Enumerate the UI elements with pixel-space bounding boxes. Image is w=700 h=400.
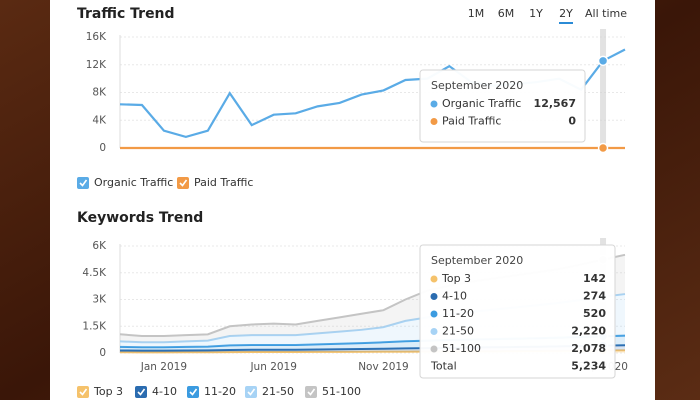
y-tick-label: 4.5K — [82, 267, 107, 279]
checkmark — [79, 179, 88, 187]
legend-checkbox[interactable] — [77, 177, 89, 189]
legend-label[interactable]: 51-100 — [322, 385, 361, 398]
checkmark — [247, 388, 256, 396]
time-range-button[interactable]: 6M — [498, 7, 515, 20]
x-tick-label: Nov 2019 — [358, 361, 409, 373]
x-tick-label: Jan 2019 — [140, 361, 187, 373]
time-range-button[interactable]: 1Y — [529, 7, 543, 20]
tooltip-value: 2,220 — [571, 325, 606, 338]
y-tick-label: 0 — [99, 347, 106, 359]
tooltip-name: 4-10 — [442, 290, 467, 303]
tooltip-dot — [430, 310, 438, 318]
y-tick-label: 1.5K — [82, 320, 107, 332]
x-tick-label: Jun 2019 — [249, 361, 296, 373]
checkmark — [307, 388, 316, 396]
legend-checkbox[interactable] — [245, 386, 257, 398]
legend-label[interactable]: 21-50 — [262, 385, 294, 398]
tooltip-name: 21-50 — [442, 325, 474, 338]
tooltip-dot — [430, 118, 438, 125]
y-tick-label: 16K — [86, 31, 107, 43]
hover-dot — [597, 142, 609, 154]
checkmark — [79, 388, 88, 396]
tooltip-title: September 2020 — [431, 254, 523, 267]
tooltip-name: Paid Traffic — [442, 115, 501, 128]
tooltip-dot — [430, 345, 438, 353]
legend-label[interactable]: 4-10 — [152, 385, 177, 398]
tooltip-total-value: 5,234 — [571, 360, 606, 373]
chart-title: Keywords Trend — [77, 210, 203, 226]
y-tick-label: 8K — [92, 87, 107, 99]
time-range-button[interactable]: 2Y — [559, 7, 573, 20]
tooltip — [419, 244, 616, 379]
tooltip-value: 142 — [583, 272, 606, 285]
tooltip-value: 520 — [583, 307, 606, 320]
legend-label[interactable]: 11-20 — [204, 385, 236, 398]
tooltip-value: 0 — [568, 115, 576, 128]
legend-checkbox[interactable] — [305, 386, 317, 398]
y-tick-label: 0 — [99, 142, 106, 154]
y-tick-label: 3K — [92, 294, 107, 306]
legend-label[interactable]: Paid Traffic — [194, 176, 253, 189]
checkmark — [137, 388, 146, 396]
tooltip-dot — [430, 293, 438, 300]
y-tick-label: 12K — [86, 59, 107, 71]
tooltip-dot — [430, 275, 438, 283]
tooltip-title: September 2020 — [431, 79, 523, 92]
legend-label[interactable]: Top 3 — [93, 385, 123, 398]
tooltip-name: Organic Traffic — [442, 97, 521, 110]
hover-dot — [597, 55, 609, 67]
checkmark — [189, 388, 198, 396]
y-tick-label: 4K — [92, 114, 107, 126]
tooltip-dot — [430, 100, 438, 108]
legend-label[interactable]: Organic Traffic — [94, 176, 173, 189]
tooltip — [419, 69, 586, 143]
tooltip-value: 274 — [583, 290, 606, 303]
checkmark — [179, 179, 188, 187]
legend-checkbox[interactable] — [77, 386, 89, 398]
legend-checkbox[interactable] — [135, 386, 147, 398]
tooltip-value: 12,567 — [534, 97, 576, 110]
legend-checkbox[interactable] — [187, 386, 199, 398]
tooltip-name: 11-20 — [442, 307, 474, 320]
chart-title: Traffic Trend — [77, 6, 175, 22]
time-range-button[interactable]: 1M — [468, 7, 485, 20]
y-tick-label: 6K — [92, 240, 107, 252]
time-range-button[interactable]: All time — [585, 7, 627, 20]
tooltip-name: 51-100 — [442, 342, 481, 355]
tooltip-value: 2,078 — [571, 342, 606, 355]
legend-checkbox[interactable] — [177, 177, 189, 189]
tooltip-dot — [430, 328, 438, 335]
hover-band — [600, 29, 607, 150]
tooltip-total-label: Total — [430, 360, 457, 373]
tooltip-name: Top 3 — [441, 272, 471, 285]
